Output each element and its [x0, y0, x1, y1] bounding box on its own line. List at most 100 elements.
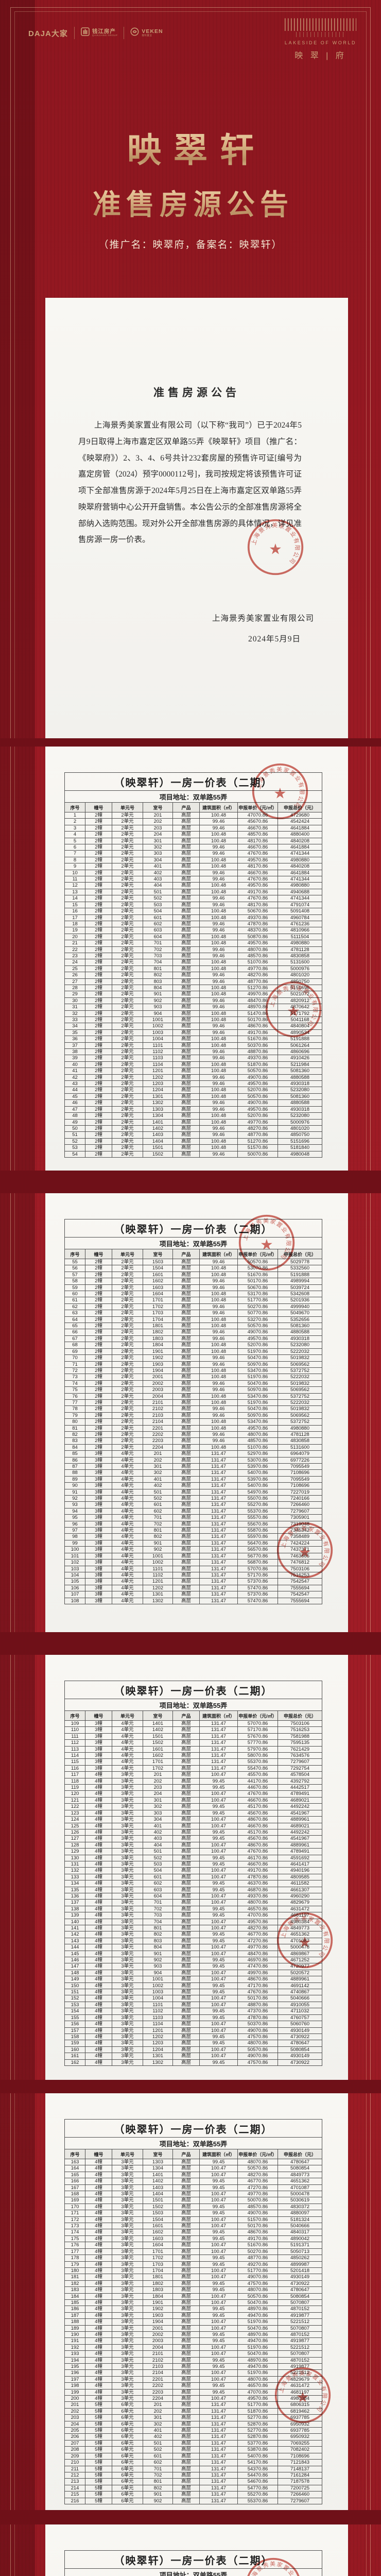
- table-cell: 高层: [172, 2414, 200, 2421]
- table-cell: 2幢: [85, 837, 112, 845]
- table-cell: 180: [64, 2267, 85, 2275]
- table-cell: 2幢: [85, 901, 112, 909]
- table-cell: 205: [64, 2427, 85, 2434]
- table-cell: 69: [64, 1348, 85, 1355]
- table-cell: 高层: [172, 972, 200, 979]
- table-cell: 48070.86: [237, 2376, 278, 2383]
- table-cell: 55470.86: [237, 1765, 278, 1772]
- table-cell: 4578504: [278, 1771, 322, 1778]
- table-cell: 4幢: [85, 1822, 112, 1829]
- table-cell: 7345342: [278, 1527, 322, 1534]
- table-cell: 36: [64, 1036, 85, 1043]
- table-cell: 198: [64, 2382, 85, 2389]
- table-cell: 107: [64, 1591, 85, 1598]
- table-cell: 904: [143, 1010, 173, 1018]
- table-cell: 4789491: [278, 1790, 322, 1798]
- table-cell: 4641417: [278, 1860, 322, 1868]
- table-cell: 404: [143, 1841, 173, 1849]
- table-cell: 2单元: [112, 1412, 143, 1419]
- table-cell: 50070.86: [237, 1150, 278, 1158]
- table-cell: 100.47: [199, 2350, 238, 2358]
- table-cell: 高层: [172, 2408, 200, 2415]
- table-cell: 1001: [143, 1976, 173, 1983]
- table-cell: 15: [64, 901, 85, 909]
- table-cell: 4单元: [112, 1571, 143, 1579]
- table-cell: 高层: [172, 1886, 200, 1893]
- table-cell: 7108696: [278, 1469, 322, 1477]
- table-row: 55 2幢 2单元 1503 高层 99.46 50570.86 5029778: [64, 1258, 322, 1266]
- table-row: 147 4幢 3单元 903 高层 99.45 47470.86 4720977: [64, 1963, 322, 1970]
- table-row: 140 4幢 3单元 704 高层 100.47 49570.86 4980384: [64, 1918, 322, 1926]
- table-cell: 2单元: [112, 1048, 143, 1056]
- table-cell: 49570.86: [237, 2395, 278, 2402]
- table-cell: 2单元: [112, 1074, 143, 1081]
- table-cell: 4729680: [278, 811, 322, 819]
- table-row: 157 4幢 3单元 1201 高层 100.47 49070.86 4930149: [64, 2027, 322, 2034]
- table-cell: 99.45: [199, 1937, 238, 1945]
- table-cell: 4幢: [85, 2235, 112, 2243]
- table-cell: 201: [143, 2401, 173, 2409]
- table-cell: 高层: [172, 811, 200, 819]
- table-cell: 14: [64, 895, 85, 902]
- table-row: 43 2幢 2单元 1203 高层 99.46 49570.86 4930318: [64, 1080, 322, 1088]
- table-row: 120 4幢 3单元 204 高层 100.47 47670.86 4789491: [64, 1790, 322, 1798]
- table-cell: 50570.86: [237, 1093, 278, 1100]
- table-cell: 7424224: [278, 1539, 322, 1547]
- table-row: 92 3幢 4单元 502 高层 131.47 55070.86 7240166: [64, 1495, 322, 1502]
- table-cell: 34: [64, 1023, 85, 1030]
- table-cell: 高层: [172, 1138, 200, 1145]
- table-cell: 64: [64, 1316, 85, 1324]
- table-cell: 4幢: [85, 2395, 112, 2402]
- table-cell: 3单元: [112, 2210, 143, 2217]
- table-cell: 高层: [172, 1578, 200, 1585]
- table-row: 165 4幢 3单元 1401 高层 100.47 48270.86 4849773: [64, 2171, 322, 2179]
- table-cell: 99.45: [199, 2229, 238, 2236]
- table-cell: 902: [143, 2497, 173, 2504]
- table-cell: 2单元: [112, 940, 143, 947]
- table-cell: 177: [64, 2248, 85, 2256]
- page-gap-band: [0, 2080, 381, 2093]
- table-cell: 7503106: [278, 1565, 322, 1572]
- table-cell: 46170.86: [237, 1854, 278, 1861]
- table-cell: 50470.86: [237, 2299, 278, 2307]
- table-cell: 高层: [172, 2350, 200, 2358]
- table-row: 122 4幢 3单元 302 高层 99.45 45170.86 4492242: [64, 1803, 322, 1810]
- table-cell: 46570.86: [237, 2382, 278, 2389]
- table-cell: 3幢: [85, 1571, 112, 1579]
- table-cell: 高层: [172, 1348, 200, 1355]
- table-cell: 3幢: [85, 1546, 112, 1553]
- table-cell: 57470.86: [237, 1597, 278, 1604]
- table-cell: 31: [64, 1004, 85, 1011]
- table-cell: 3单元: [112, 2235, 143, 2243]
- table-row: 13 2幢 2单元 501 高层 100.48 49170.86 4940688: [64, 888, 322, 896]
- table-cell: 100.47: [199, 2369, 238, 2377]
- table-cell: 5091408: [278, 908, 322, 915]
- table-cell: 高层: [172, 2293, 200, 2300]
- table-cell: 2: [64, 818, 85, 825]
- table-cell: 高层: [172, 1074, 200, 1081]
- table-cell: 7279607: [278, 1758, 322, 1766]
- table-cell: 7279607: [278, 1507, 322, 1515]
- table-cell: 2幢: [85, 997, 112, 1005]
- table-cell: 100.47: [199, 1873, 238, 1881]
- table-cell: 131.47: [199, 1533, 238, 1540]
- table-cell: 4930318: [278, 1080, 322, 1088]
- table-row: 174 4幢 3单元 1602 高层 99.45 48670.86 4840317: [64, 2229, 322, 2236]
- table-cell: 4730922: [278, 2280, 322, 2287]
- table-cell: 49570.86: [237, 940, 278, 947]
- table-cell: 51670.86: [237, 2242, 278, 2249]
- table-cell: 99.45: [199, 2388, 238, 2396]
- table-cell: 49070.86: [237, 2053, 278, 2060]
- table-cell: 高层: [172, 1950, 200, 1958]
- table-cell: 高层: [172, 1042, 200, 1049]
- table-cell: 2幢: [85, 831, 112, 838]
- table-cell: 604: [143, 1892, 173, 1900]
- table-cell: 54370.86: [237, 2465, 278, 2472]
- table-cell: 3单元: [112, 2261, 143, 2268]
- table-cell: 5131600: [278, 959, 322, 966]
- table-cell: 1502: [143, 1739, 173, 1747]
- table-title-row: （映翠轩）一房一价表（二期）: [64, 2119, 322, 2138]
- table-row: 114 3幢 4单元 1602 高层 131.47 58070.86 7634576: [64, 1752, 322, 1759]
- table-cell: 高层: [172, 2040, 200, 2047]
- table-cell: 124: [64, 1816, 85, 1823]
